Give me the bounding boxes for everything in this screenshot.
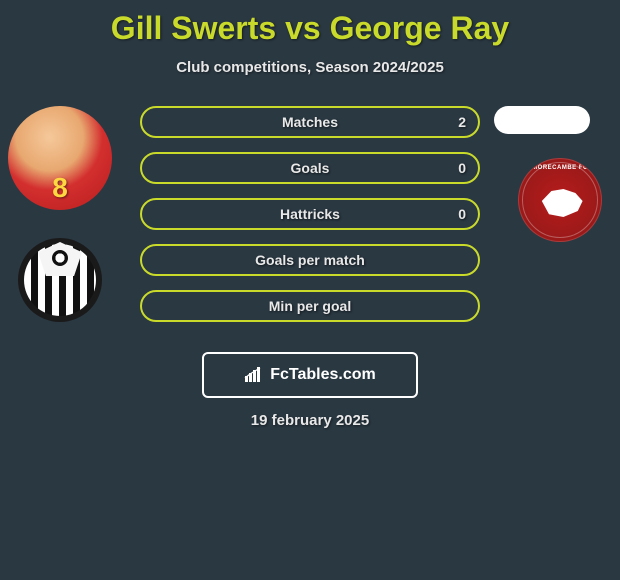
- stat-label: Matches: [282, 114, 338, 130]
- stat-label: Goals: [291, 160, 330, 176]
- page-title: Gill Swerts vs George Ray: [0, 0, 620, 47]
- club-badge-right: MORECAMBE FC: [518, 158, 602, 242]
- stat-row: Hattricks 0: [140, 198, 480, 230]
- player-right-avatar: [494, 106, 590, 134]
- stat-row: Goals per match: [140, 244, 480, 276]
- player-left-jersey-number: 8: [8, 172, 112, 204]
- stat-value-right: 0: [458, 206, 466, 222]
- club-badge-right-text: MORECAMBE FC: [519, 165, 601, 171]
- stat-row: Matches 2: [140, 106, 480, 138]
- stat-label: Min per goal: [269, 298, 351, 314]
- stat-label: Hattricks: [280, 206, 340, 222]
- footer-date: 19 february 2025: [0, 412, 620, 429]
- stat-value-right: 0: [458, 160, 466, 176]
- stat-row: Min per goal: [140, 290, 480, 322]
- bar-chart-icon: [244, 367, 264, 383]
- subtitle: Club competitions, Season 2024/2025: [0, 59, 620, 76]
- football-icon: [52, 250, 68, 266]
- stat-row: Goals 0: [140, 152, 480, 184]
- player-left-avatar: 8: [8, 106, 112, 210]
- stat-value-right: 2: [458, 114, 466, 130]
- stats-list: Matches 2 Goals 0 Hattricks 0 Goals per …: [140, 106, 480, 336]
- watermark-text: FcTables.com: [270, 366, 376, 384]
- club-badge-left: [18, 238, 102, 322]
- watermark: FcTables.com: [202, 352, 418, 398]
- stat-label: Goals per match: [255, 252, 365, 268]
